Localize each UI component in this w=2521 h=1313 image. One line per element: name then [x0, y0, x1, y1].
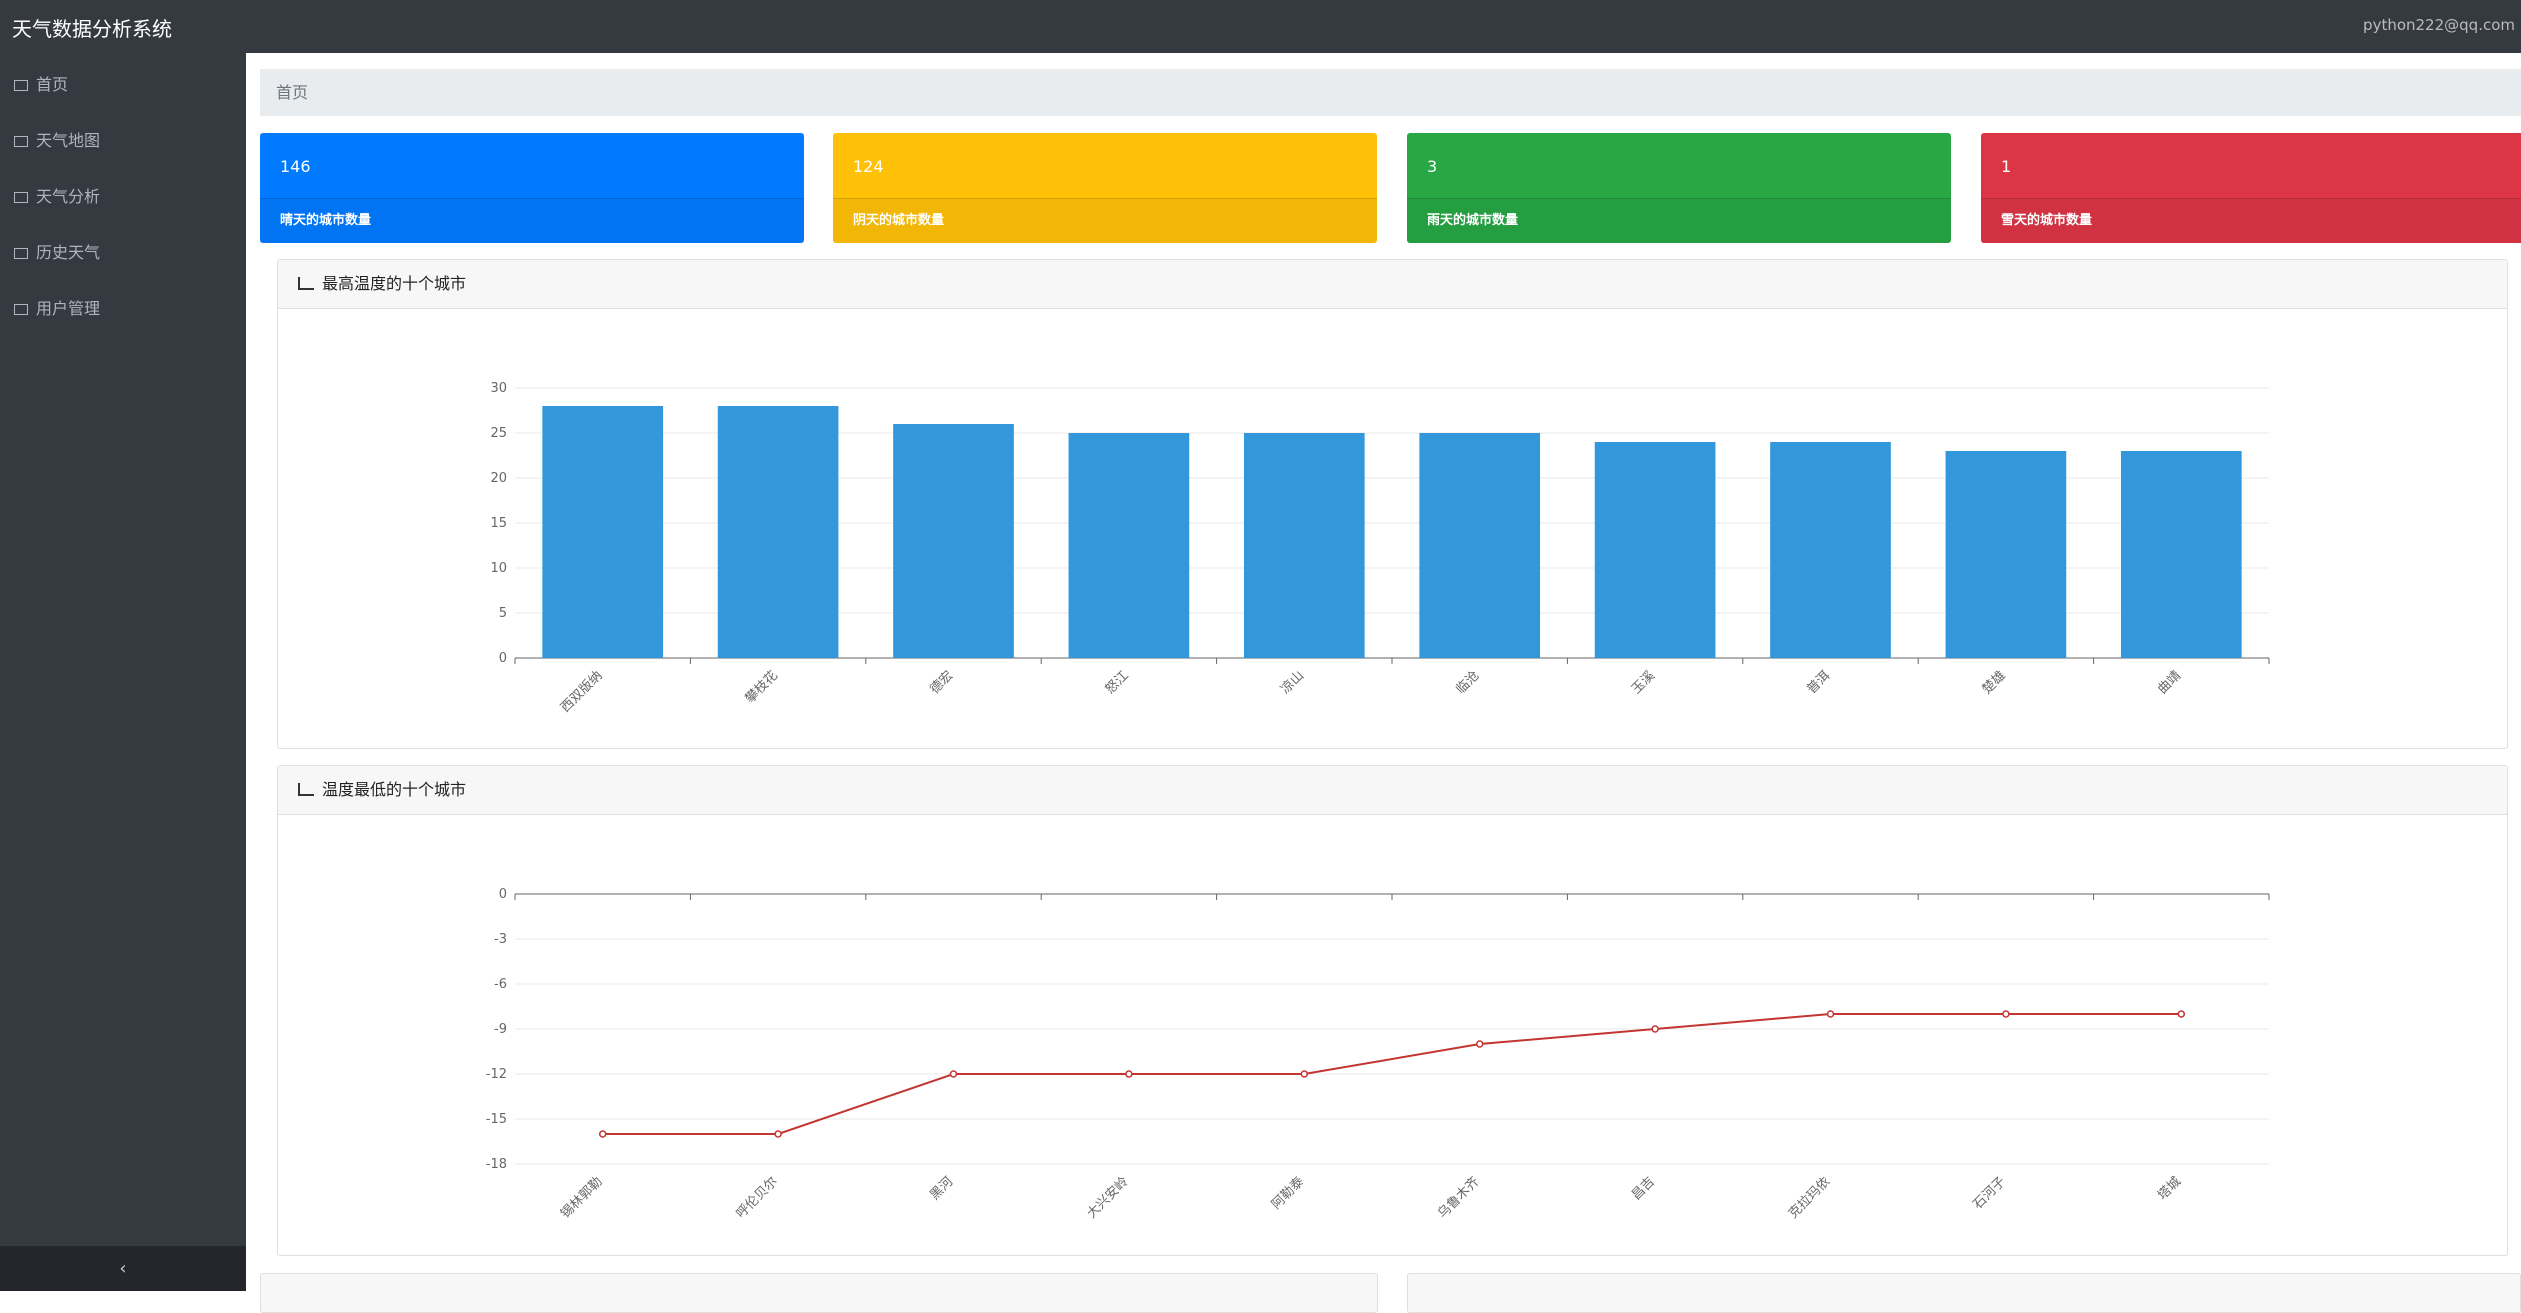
- x-tick-label: 玉溪: [1629, 668, 1658, 697]
- x-tick-label: 凉山: [1278, 668, 1307, 697]
- point: [1475, 1040, 1484, 1048]
- chart-panel: 温度最低的十个城市: [277, 765, 2508, 1256]
- y-tick-label: 10: [490, 561, 507, 576]
- bar: [1243, 433, 1365, 658]
- sidebar-toggle[interactable]: ‹: [0, 1246, 246, 1291]
- x-tick-label: 锡林郭勒: [557, 1174, 605, 1222]
- line: [602, 1013, 2182, 1135]
- card-value: 146: [280, 157, 311, 176]
- card-label: 雪天的城市数量: [1981, 198, 2521, 243]
- x-tick-label: 攀枝花: [742, 668, 781, 707]
- bar: [1419, 433, 1541, 658]
- x-tick-label: 塔城: [2155, 1174, 2184, 1203]
- app-title[interactable]: 天气数据分析系统: [12, 17, 172, 41]
- menu-item[interactable]: 天气分析: [14, 183, 100, 207]
- y-tick-label: 30: [490, 381, 507, 396]
- x-tick-label: 克拉玛依: [1786, 1174, 1833, 1221]
- x-tick-label: 黑河: [927, 1174, 956, 1203]
- y-tick-label: 5: [499, 606, 507, 621]
- point: [2177, 1010, 2186, 1018]
- bar: [1594, 442, 1716, 658]
- menu-item[interactable]: 首页: [14, 71, 68, 95]
- y-tick-label: 15: [490, 516, 507, 531]
- bar: [542, 406, 664, 658]
- menu-label: 首页: [36, 75, 69, 94]
- stat-card: 1 雪天的城市数量: [1981, 133, 2521, 243]
- bar: [2120, 451, 2242, 658]
- x-tick-label: 普洱: [1804, 668, 1833, 697]
- y-tick-label: -18: [486, 1157, 507, 1172]
- y-tick-label: 0: [499, 887, 507, 902]
- card-value: 1: [2001, 157, 2012, 176]
- card-label: 雨天的城市数量: [1407, 198, 1951, 243]
- menu-item[interactable]: 历史天气: [14, 239, 100, 263]
- point: [774, 1130, 782, 1138]
- point: [1300, 1070, 1309, 1078]
- x-tick-label: 昌吉: [1629, 1174, 1658, 1203]
- y-tick-label: -3: [494, 932, 507, 947]
- y-tick-label: -15: [486, 1112, 507, 1127]
- x-tick-label: 石河子: [1971, 1174, 2009, 1212]
- point: [949, 1070, 958, 1078]
- y-tick-label: 0: [499, 651, 507, 666]
- point: [598, 1130, 607, 1138]
- y-tick-label: -6: [494, 977, 507, 992]
- x-tick-label: 德宏: [927, 668, 956, 697]
- bar: [893, 424, 1014, 658]
- x-tick-label: 怒江: [1103, 668, 1132, 697]
- user-link[interactable]: python222@qq.com: [2363, 16, 2515, 34]
- stat-card: 124 阴天的城市数量: [833, 133, 1377, 243]
- point: [1826, 1010, 1835, 1018]
- x-tick-label: 曲靖: [2155, 668, 2184, 697]
- card-value: 3: [1427, 157, 1438, 176]
- point: [1125, 1070, 1133, 1078]
- x-tick-label: 楚雄: [1980, 668, 2009, 697]
- bar: [1945, 451, 2067, 658]
- x-tick-label: 乌鲁木齐: [1434, 1174, 1482, 1222]
- breadcrumb: 首页: [260, 69, 2521, 116]
- stat-card: 146 晴天的城市数量: [260, 133, 804, 243]
- sidebar: 首页 天气地图 天气分析 历史天气 用户管理 ‹: [0, 53, 246, 1291]
- bar: [717, 406, 839, 658]
- card-label: 晴天的城市数量: [260, 198, 804, 243]
- card-label: 阴天的城市数量: [833, 198, 1377, 243]
- y-tick-label: -12: [486, 1067, 507, 1082]
- menu-item[interactable]: 天气地图: [14, 127, 100, 151]
- x-tick-label: 阿勒泰: [1269, 1174, 1307, 1212]
- point: [1651, 1025, 1659, 1033]
- panel-title: 最高温度的十个城市: [322, 274, 467, 293]
- bar: [1068, 433, 1190, 658]
- x-tick-label: 呼伦贝尔: [734, 1174, 781, 1221]
- x-tick-label: 西双版纳: [558, 668, 605, 715]
- x-tick-label: 大兴安岭: [1084, 1174, 1131, 1221]
- stat-card: 3 雨天的城市数量: [1407, 133, 1951, 243]
- y-tick-label: 25: [490, 426, 507, 441]
- menu-item[interactable]: 用户管理: [14, 295, 100, 319]
- bar: [1770, 442, 1891, 658]
- top-bar: 天气数据分析系统 python222@qq.com: [0, 0, 2521, 53]
- panel-title: 温度最低的十个城市: [322, 780, 467, 799]
- y-tick-label: -9: [494, 1022, 507, 1037]
- chart-panel: 最高温度的十个城市: [277, 259, 2508, 749]
- x-tick-label: 临沧: [1453, 668, 1483, 698]
- y-tick-label: 20: [490, 471, 507, 486]
- card-value: 124: [853, 157, 884, 176]
- menu-label: 历史天气: [36, 243, 101, 262]
- menu-label: 天气分析: [36, 187, 101, 206]
- menu-label: 用户管理: [36, 299, 101, 318]
- menu-label: 天气地图: [36, 131, 101, 150]
- point: [2002, 1010, 2010, 1018]
